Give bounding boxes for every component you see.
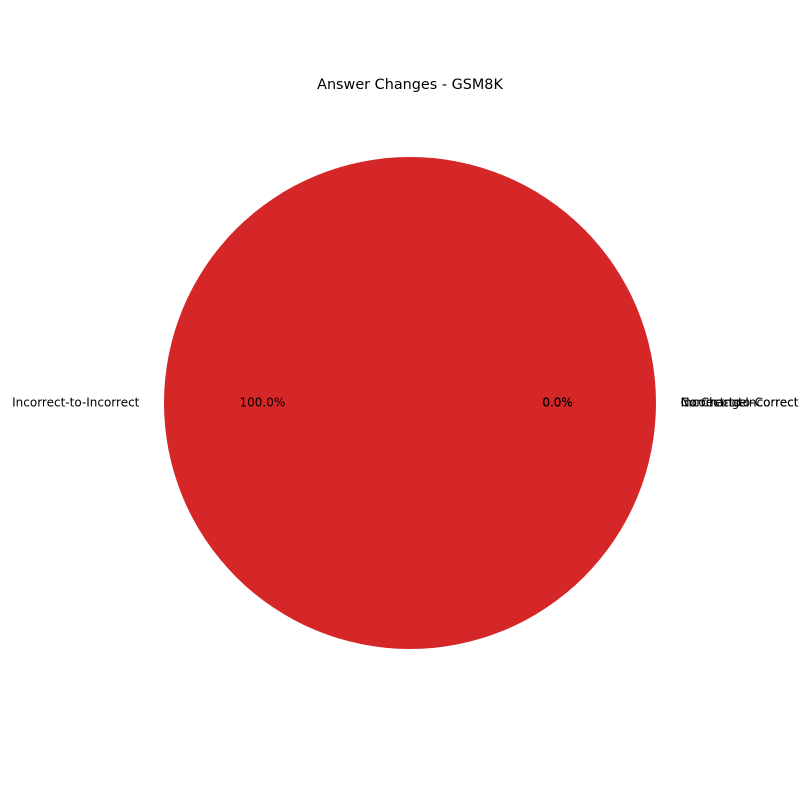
slice-percent-no-change: 0.0%: [542, 396, 573, 410]
slice-label-no-change: No Change: [681, 396, 747, 410]
slice-label-incorrect-to-correct: Incorrect-to-Correct: [681, 396, 799, 410]
pie-slices: [164, 157, 656, 649]
slice-label-correct-to-incorrect: Correct-to-Incorrect: [681, 396, 799, 410]
slice-percent-incorrect-to-correct: 0.0%: [542, 396, 573, 410]
pie-slice-incorrect-to-incorrect: [164, 157, 656, 649]
chart-title: Answer Changes - GSM8K: [317, 77, 503, 93]
slice-label-incorrect-to-incorrect: Incorrect-to-Incorrect: [12, 396, 140, 410]
slice-percent-incorrect-to-incorrect: 100.0%: [240, 396, 286, 410]
slice-percent-correct-to-incorrect: 0.0%: [542, 396, 573, 410]
